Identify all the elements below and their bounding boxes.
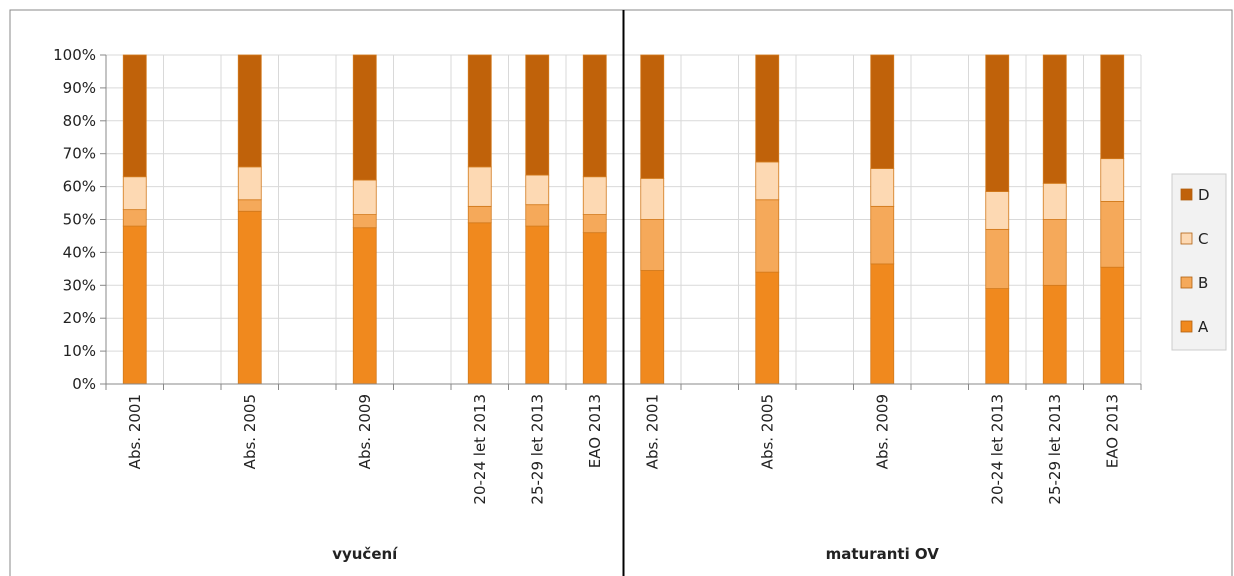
bar-segment-d xyxy=(352,54,377,181)
legend: D C B A xyxy=(1171,173,1227,351)
bar-segment-d xyxy=(755,54,780,163)
bar-segment-c xyxy=(1100,158,1125,202)
y-tick-label: 50% xyxy=(63,211,96,229)
bar-segment-b xyxy=(582,214,607,234)
x-category-label: Abs. 2005 xyxy=(241,394,259,469)
bar-segment-c xyxy=(582,176,607,215)
x-category-label: Abs. 2009 xyxy=(873,394,891,469)
legend-swatch-a xyxy=(1180,320,1193,333)
legend-label: D xyxy=(1198,186,1210,204)
x-category-label: Abs. 2005 xyxy=(758,394,776,469)
x-category-label: 20-24 let 2013 xyxy=(988,394,1006,505)
bar-segment-b xyxy=(870,205,895,265)
bar-segment-d xyxy=(870,54,895,169)
bar-segment-d xyxy=(237,54,262,168)
bar-segment-a xyxy=(985,288,1010,385)
bar-segment-d xyxy=(640,54,665,179)
group-label: maturanti OV xyxy=(826,545,940,563)
y-tick-label: 40% xyxy=(63,243,96,261)
bar-segment-a xyxy=(582,232,607,385)
bar-segment-c xyxy=(985,191,1010,230)
y-tick-label: 60% xyxy=(63,178,96,196)
x-category-label: Abs. 2009 xyxy=(356,394,374,469)
x-category-label: EAO 2013 xyxy=(1103,394,1121,468)
legend-swatch-c xyxy=(1180,232,1193,245)
x-category-label: 20-24 let 2013 xyxy=(471,394,489,505)
bar-segment-a xyxy=(122,225,147,385)
bar-segment-b xyxy=(237,199,262,212)
y-tick-label: 80% xyxy=(63,112,96,130)
y-tick-label: 100% xyxy=(53,46,96,64)
y-tick-label: 0% xyxy=(72,375,96,393)
bar-segment-b xyxy=(755,199,780,273)
bar-segment-c xyxy=(870,168,895,207)
chart-frame xyxy=(9,9,1233,576)
y-tick-label: 90% xyxy=(63,79,96,97)
bar-segment-c xyxy=(525,174,550,206)
bar-segment-a xyxy=(870,263,895,385)
y-tick-label: 20% xyxy=(63,309,96,327)
x-category-label: Abs. 2001 xyxy=(643,394,661,469)
bar-segment-c xyxy=(237,166,262,201)
bar-segment-d xyxy=(467,54,492,168)
legend-swatch-d xyxy=(1180,188,1193,201)
legend-swatch-b xyxy=(1180,276,1193,289)
x-category-label: EAO 2013 xyxy=(586,394,604,468)
bar-segment-b xyxy=(525,204,550,227)
bar-segment-a xyxy=(352,227,377,385)
y-tick-label: 30% xyxy=(63,276,96,294)
bar-segment-b xyxy=(352,214,377,229)
bar-segment-a xyxy=(467,222,492,385)
bar-segment-a xyxy=(755,271,780,385)
bar-segment-b xyxy=(467,205,492,224)
bar-segment-a xyxy=(640,270,665,385)
bar-segment-c xyxy=(1042,182,1067,220)
bar-segment-d xyxy=(582,54,607,178)
bar-segment-d xyxy=(1042,54,1067,184)
bar-segment-b xyxy=(1100,201,1125,268)
legend-label: C xyxy=(1198,230,1208,248)
y-tick-label: 10% xyxy=(63,342,96,360)
bar-segment-c xyxy=(352,179,377,215)
plot-area: 0% 10% 20% 30% 40% 50% 60% 70% 80% 90% 100% Abs. 20… xyxy=(53,10,1142,576)
y-tick-label: 70% xyxy=(63,145,96,163)
bar-segment-b xyxy=(985,228,1010,289)
bar-segment-c xyxy=(122,176,147,211)
bar-segment-a xyxy=(1100,266,1125,385)
bar-segment-d xyxy=(1100,54,1125,160)
bar-segment-a xyxy=(1042,284,1067,385)
bar-segment-b xyxy=(640,219,665,271)
x-category-label: 25-29 let 2013 xyxy=(528,394,546,505)
bar-segment-c xyxy=(640,177,665,220)
x-category-label: 25-29 let 2013 xyxy=(1046,394,1064,505)
bar-segment-a xyxy=(237,210,262,385)
bar-segment-b xyxy=(122,209,147,227)
x-category-label: Abs. 2001 xyxy=(126,394,144,469)
bar-segment-c xyxy=(755,161,780,201)
legend-label: A xyxy=(1198,318,1209,336)
bar-segment-b xyxy=(1042,219,1067,286)
bar-segment-a xyxy=(525,225,550,385)
bar-segment-d xyxy=(525,54,550,176)
bar-segment-c xyxy=(467,166,492,207)
legend-label: B xyxy=(1198,274,1208,292)
bar-segment-d xyxy=(985,54,1010,192)
bar-segment-d xyxy=(122,54,147,178)
group-label: vyučení xyxy=(332,545,398,563)
